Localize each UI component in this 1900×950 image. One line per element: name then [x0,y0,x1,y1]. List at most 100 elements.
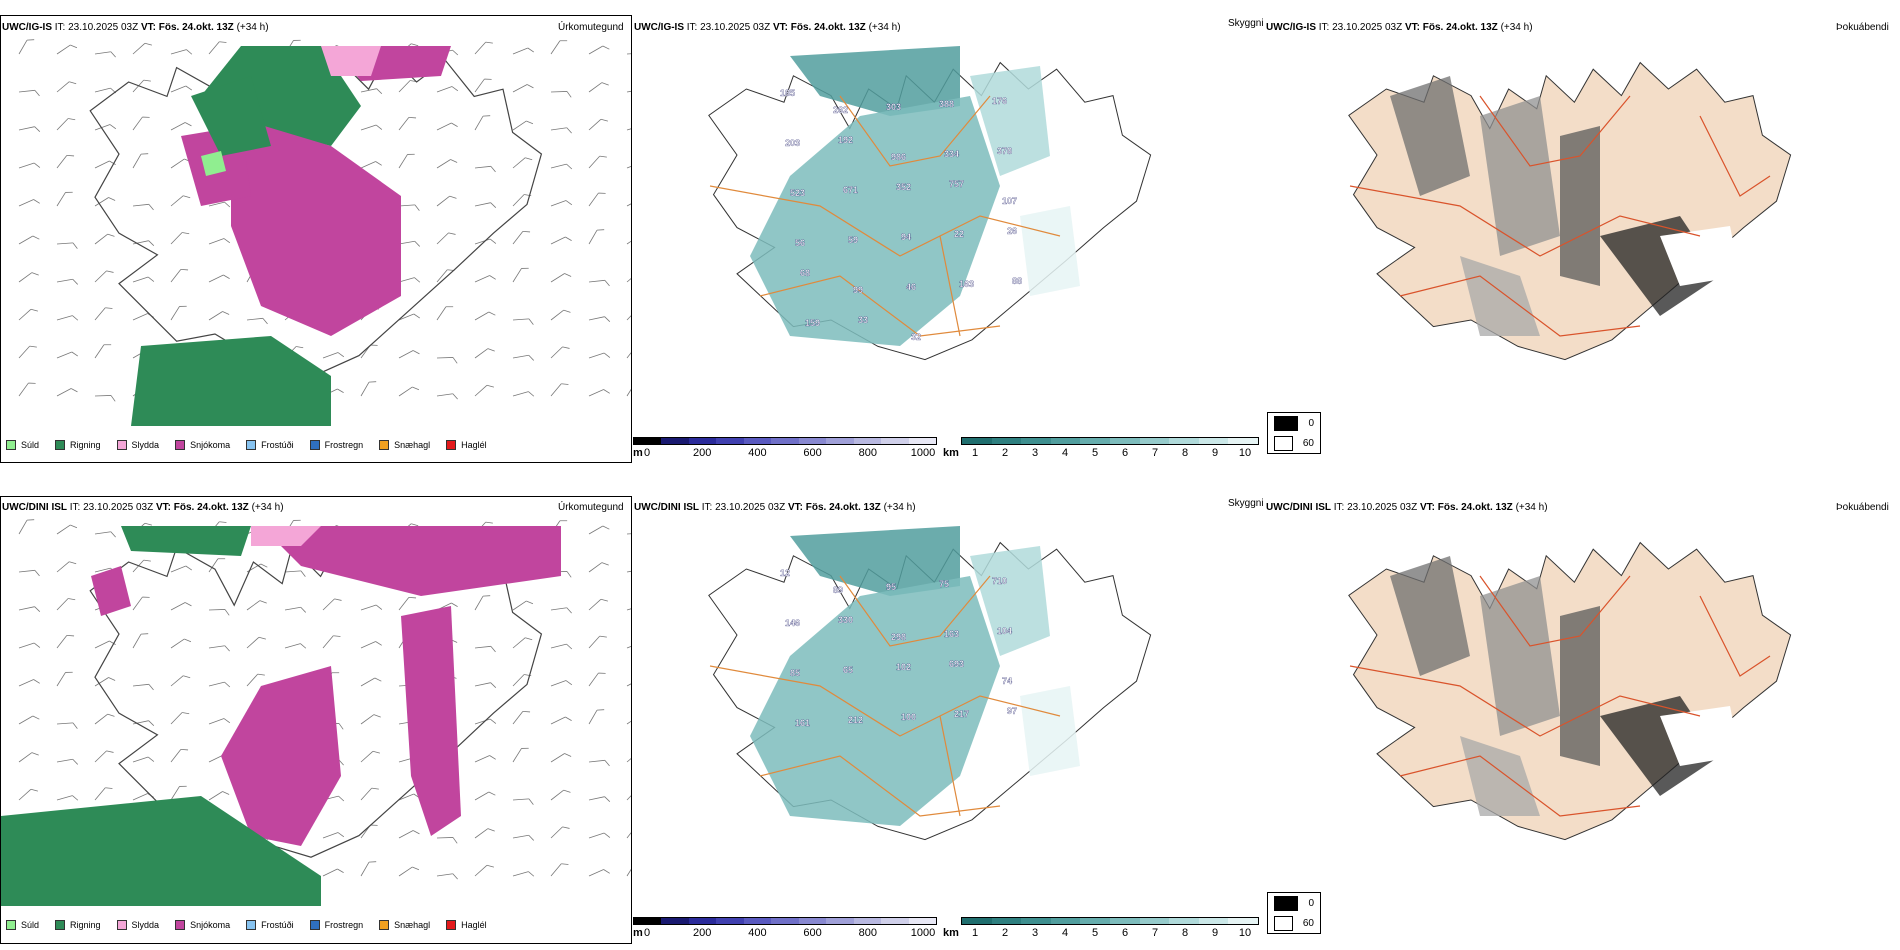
legend-swatch [116,920,127,930]
cloud-base-label: 334 [944,149,959,159]
wind-barb-icon [56,795,79,801]
precip-type-map-2 [1,519,631,906]
wind-barb-icon [94,344,112,359]
colorbar-tick: 10 [1238,927,1252,939]
road-line [759,275,1001,337]
fog-area [1480,96,1560,256]
wind-barb-icon [94,713,115,725]
colorbar-cell [991,438,1022,444]
precip-area [131,336,331,426]
legend-swatch [175,440,186,450]
precip-area [191,76,271,156]
offset-label: (+34 h) [251,502,284,513]
wind-barb-icon [512,267,529,283]
wind-barb-icon [170,712,190,725]
wind-barb-icon [132,276,155,283]
cloud-base-label: 33 [858,315,868,325]
wind-barb-icon [322,832,345,839]
wind-barb-icon [94,640,116,649]
colorbar-tick: 3 [1031,447,1039,459]
wind-barb-icon [170,305,187,321]
wind-barb-icon [94,124,117,131]
cloud-base-label: 159 [805,318,820,328]
colorbar-cell [743,438,772,444]
it-label: IT: 23.10.2025 03Z [54,22,139,33]
legend-label: Súld [21,440,40,450]
fog-area [1560,606,1600,766]
wind-barb-icon [208,681,231,688]
wind-barb-icon [360,641,382,649]
colorbar-cell [688,438,717,444]
wind-barb-icon [208,201,231,208]
fog-map-2 [1348,541,1792,841]
wind-barb-icon [474,202,497,208]
wind-barb-icon [94,87,117,94]
wind-barb-icon [474,682,497,688]
cloud-base-label: 185 [780,88,795,98]
cloud-base-label: 212 [848,715,863,725]
colorbar-cell [908,918,936,924]
row2-precip-header: UWC/DINI ISL IT: 23.10.2025 03Z VT: Fös.… [2,502,284,514]
colorbar-cell [853,438,882,444]
cloud-base-label: 303 [886,102,901,112]
colorbar-unit: km [943,447,959,459]
wind-barb-icon [360,604,383,611]
wind-barb-icon [132,42,152,55]
wind-barb-icon [626,198,631,207]
fog-legend-row: 60 [1268,433,1320,453]
wind-barb-icon [360,750,380,763]
fog-area [1390,556,1470,676]
legend-swatch [116,440,127,450]
wind-barb-icon [550,127,572,134]
colorbar-tick: 600 [803,447,822,459]
wind-barb-icon [94,233,115,245]
legend-label: Rigning [70,440,101,450]
wind-barb-icon [550,826,570,839]
legend-item: Frostregn [309,440,363,450]
cloud-base-label: 22 [954,229,964,239]
wind-barb-icon [18,345,37,359]
precip-areas [1,526,561,906]
cloud-base-label: 192 [838,135,853,145]
legend-swatch [246,920,257,930]
model-label: UWC/DINI ISL [2,502,67,513]
legend-item: Súld [6,440,39,450]
road-line [759,755,1001,817]
colorbar-tick: 7 [1151,927,1159,939]
fog-area [1560,126,1600,286]
colorbar-cell [1050,438,1081,444]
wind-barb-icon [94,160,116,169]
colorbar-tick: 1000 [910,447,936,459]
cloud-base-label: 59 [848,235,858,245]
cloud-base-label: 74 [1002,676,1012,686]
colorbar-cell [826,918,854,924]
wind-barb-icon [588,118,608,131]
wind-barb-icon [398,204,420,211]
wind-barb-icon [626,52,631,55]
colorbar-unit: m [633,447,643,459]
cloud-base-label: 388 [939,99,954,109]
wind-barb-icon [512,391,535,397]
colorbar-tick: 600 [803,927,822,939]
wind-barb-icon [94,395,116,402]
precip-type-map-1 [18,39,631,426]
cloud-base-labels: 185 262 303 388 176 203 192 986 334 378 523 671 352 7… [780,88,1022,342]
wind-barb-icon [170,268,189,283]
colorbar-cell [771,918,799,924]
model-label: UWC/DINI ISL [1266,502,1331,513]
colorbar-cell [634,438,662,444]
legend-swatch [446,440,457,450]
fog-area [1480,576,1560,736]
colorbar-cell [1198,438,1229,444]
wind-barb-icon [550,91,572,98]
road-network [709,95,1061,337]
visibility-areas [750,526,1080,826]
legend-label: Frostúði [261,440,294,450]
wind-barb-icon [360,161,382,169]
row1-cloud-header: UWC/IG-IS IT: 23.10.2025 03Z VT: Fös. 24… [634,22,901,34]
visibility-area [1020,686,1080,776]
colorbar-tick: 10 [1238,447,1252,459]
wind-barb-icon [550,236,572,245]
wind-barb-icon [56,242,78,249]
cloud-base-label: 203 [785,138,800,148]
